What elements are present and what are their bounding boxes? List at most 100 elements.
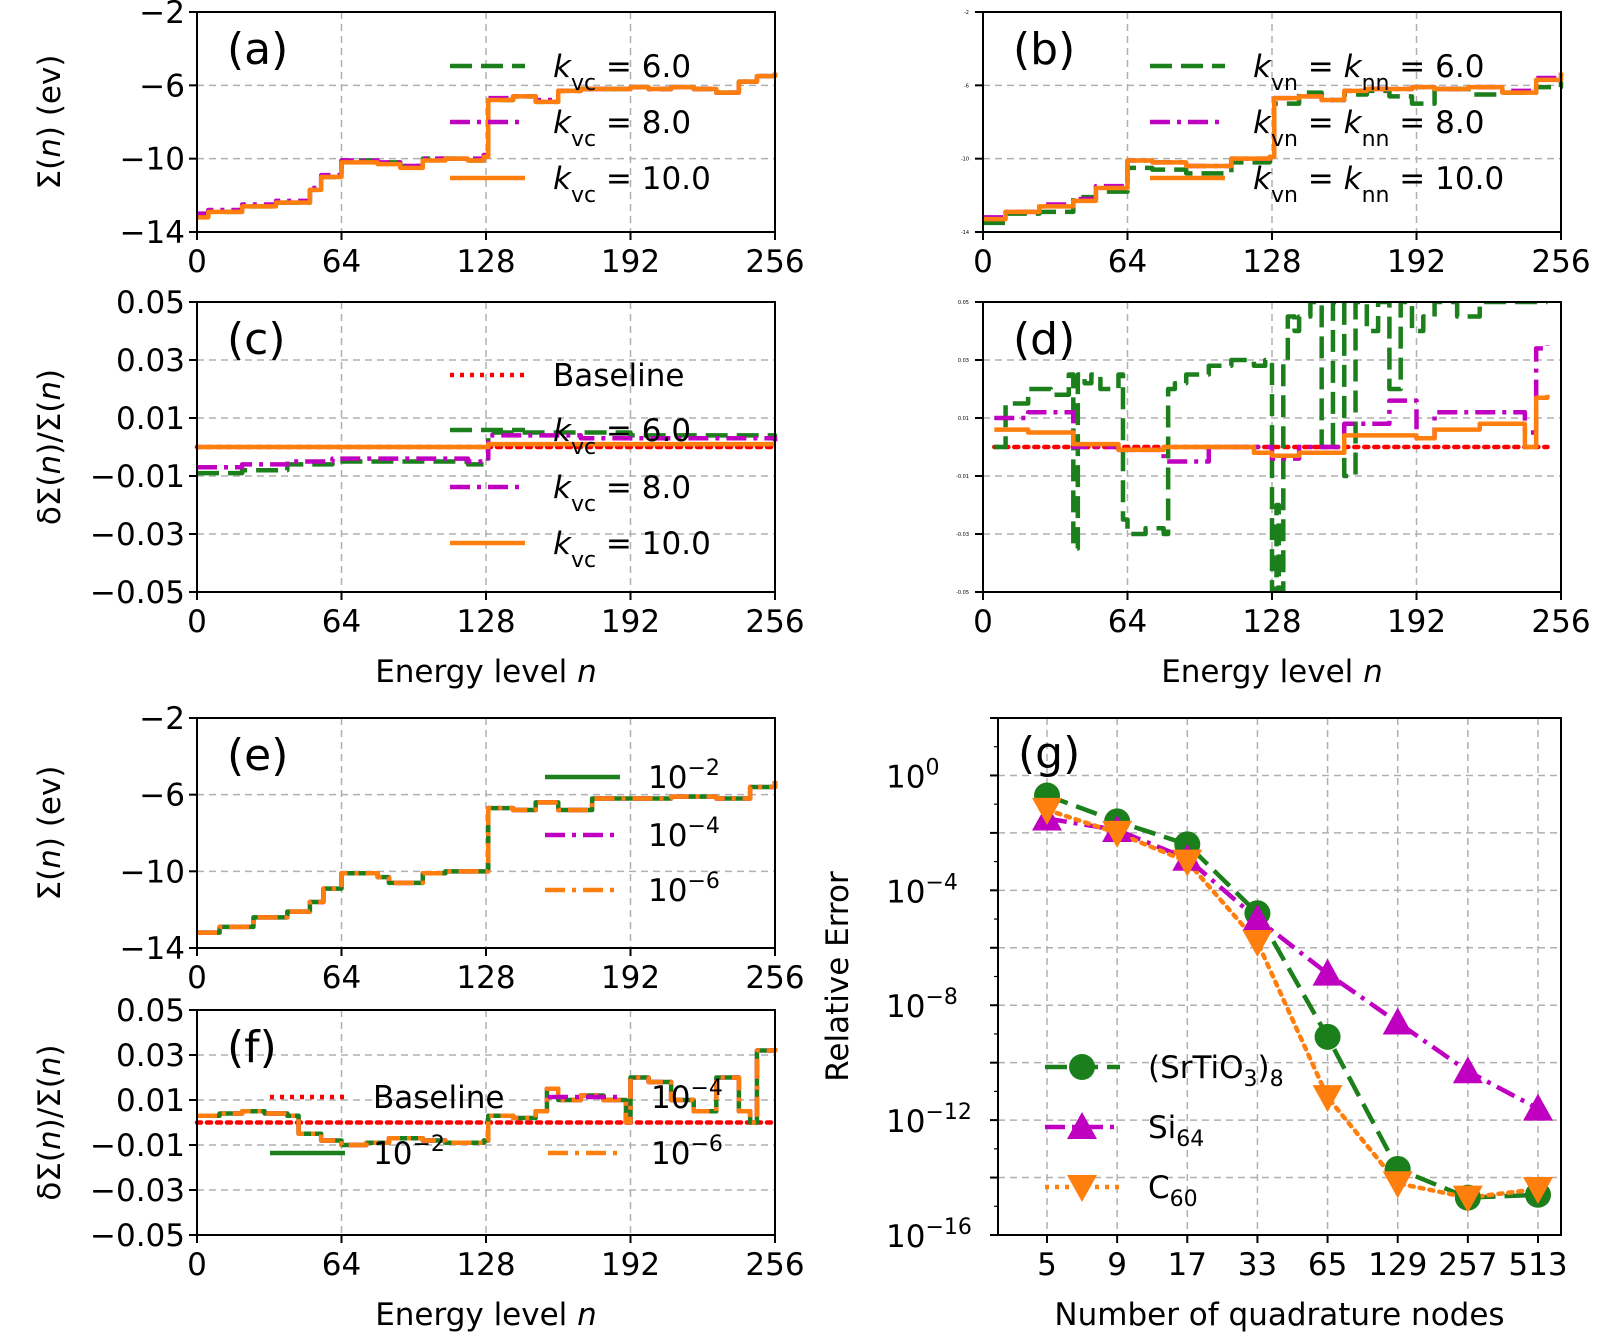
x-axis-label: Energy level n <box>375 654 597 690</box>
x-tick-label: 65 <box>1308 1247 1347 1283</box>
series-d-1 <box>994 302 1548 592</box>
x-tick-label: 129 <box>1368 1247 1427 1283</box>
y-tick-label: −0.01 <box>90 459 185 495</box>
series-f-3 <box>197 1048 778 1148</box>
y-tick-label: 0.05 <box>958 300 969 306</box>
series-g-2 <box>1044 807 1541 1200</box>
x-axis-label: Number of quadrature nodes <box>1054 1297 1504 1333</box>
x-tick-label: 33 <box>1238 1247 1277 1283</box>
legend-a-1: kvc = 8.0 <box>553 105 691 152</box>
marker-g-1 <box>1382 1007 1413 1035</box>
panel-g: 5 9 17 33 65 129 257 513 100 10−4 10−8 10−12 10−16 (g… <box>820 717 1568 1333</box>
series-a-2 <box>197 72 778 220</box>
y-axis-label: Σ(n) (ev) <box>32 766 68 901</box>
y-tick-label: -14 <box>961 230 969 236</box>
y-tick-label: 0.01 <box>116 1083 185 1119</box>
x-tick-label: 256 <box>745 1247 804 1283</box>
y-tick-label: 0.01 <box>116 401 185 437</box>
series-d-3 <box>994 394 1550 458</box>
x-tick-label: 128 <box>456 960 515 996</box>
panel-a: 0 64 128 192 256 −14 −10 −6 −2 (a) Σ(n) (ev) kvc = … <box>32 0 805 280</box>
marker-g-2 <box>1032 797 1062 825</box>
x-tick-label: 192 <box>601 604 660 640</box>
y-tick-label: −0.01 <box>90 1128 185 1164</box>
panel-label: (f) <box>227 1022 277 1073</box>
y-tick-label: 0.05 <box>116 285 185 321</box>
marker-g-2 <box>1172 849 1203 877</box>
legend-f-2: 10−4 <box>651 1076 723 1116</box>
marker-g-2 <box>1102 820 1133 848</box>
x-tick-label: 128 <box>1242 244 1301 280</box>
x-tick-label: 128 <box>456 604 515 640</box>
legend-e-1: 10−4 <box>648 814 720 854</box>
y-tick-label: −2 <box>139 0 185 31</box>
series-g-0 <box>1046 793 1539 1200</box>
panel-label: (c) <box>227 314 286 365</box>
x-tick-label: 257 <box>1438 1247 1497 1283</box>
y-tick-label: −6 <box>139 68 185 104</box>
x-tick-label: 192 <box>1387 604 1446 640</box>
y-tick-label: 0.03 <box>116 343 185 379</box>
y-tick-label: 100 <box>886 755 939 795</box>
x-tick-label: 0 <box>973 604 993 640</box>
x-tick-label: 192 <box>601 244 660 280</box>
panel-label: (d) <box>1013 314 1075 365</box>
x-tick-label: 64 <box>322 960 361 996</box>
y-tick-label: -2 <box>964 10 969 16</box>
y-tick-label: −10 <box>120 854 185 890</box>
x-axis-label: Energy level n <box>375 1297 597 1333</box>
y-tick-label: −14 <box>120 215 185 251</box>
x-axis-label: Energy level n <box>1161 654 1383 690</box>
y-tick-label: -0.05 <box>956 590 969 596</box>
marker-g-1 <box>1523 1093 1553 1121</box>
y-tick-label: 0.03 <box>116 1038 185 1074</box>
y-tick-label: 10−12 <box>886 1100 972 1140</box>
legend-f-0: Baseline <box>373 1080 504 1116</box>
legend-c-3: kvc = 10.0 <box>553 526 711 573</box>
x-tick-label: 5 <box>1037 1247 1057 1283</box>
series-b-2 <box>983 72 1564 222</box>
y-tick-label: -0.03 <box>956 532 969 538</box>
y-tick-label: −2 <box>139 701 185 737</box>
x-tick-label: 0 <box>187 1247 207 1283</box>
legend-f-3: 10−6 <box>651 1132 723 1172</box>
panel-b: 0 64 128 192 256 -14 -10 -6 -2 (b) kvn = knn = 6.0… <box>961 10 1591 280</box>
x-tick-label: 192 <box>1387 244 1446 280</box>
x-tick-label: 513 <box>1508 1247 1567 1283</box>
panel-d: 0 64 128 192 256 -0.05 -0.03 -0.01 0.01 0.03 0.05 (… <box>956 300 1591 690</box>
y-tick-label: 0.01 <box>958 416 969 422</box>
marker-g-2 <box>1523 1177 1553 1205</box>
y-tick-label: -6 <box>964 83 969 89</box>
marker-g-2 <box>1312 1085 1343 1113</box>
x-tick-label: 256 <box>745 960 804 996</box>
y-tick-label: −0.03 <box>90 517 185 553</box>
panel-c: 0 64 128 192 256 −0.05 −0.03 −0.01 0.01 0.03 0.05 (… <box>32 285 805 690</box>
marker-g-0 <box>1314 1023 1341 1050</box>
legend-e-2: 10−6 <box>648 869 720 909</box>
panel-f: 0 64 128 192 256 −0.05 −0.03 −0.01 0.01 0.03 0.05 (… <box>32 993 805 1333</box>
legend-c-0: Baseline <box>553 358 684 394</box>
axes-frame <box>997 717 1562 1236</box>
legend-g-1: Si64 <box>1148 1110 1204 1152</box>
legend-b-1: kvn = knn = 8.0 <box>1253 105 1484 152</box>
legend-e-0: 10−2 <box>648 756 720 796</box>
panel-label: (b) <box>1013 24 1075 75</box>
legend-f-1: 10−2 <box>373 1132 445 1172</box>
y-tick-label: 10−8 <box>886 985 958 1025</box>
legend-g-0-marker <box>1069 1054 1095 1080</box>
x-tick-label: 64 <box>322 604 361 640</box>
panel-label: (a) <box>227 24 288 75</box>
x-tick-label: 256 <box>745 604 804 640</box>
x-tick-label: 256 <box>1531 604 1590 640</box>
marker-g-2 <box>1242 930 1273 958</box>
marker-g-1 <box>1242 904 1273 932</box>
x-tick-label: 0 <box>187 960 207 996</box>
x-tick-label: 128 <box>1242 604 1301 640</box>
y-tick-label: 10−4 <box>886 870 958 910</box>
y-axis-label: δΣ(n)/Σ(n) <box>32 369 68 525</box>
x-tick-label: 64 <box>1108 244 1147 280</box>
marker-g-1 <box>1312 958 1343 986</box>
y-axis-label: Σ(n) (ev) <box>32 55 68 190</box>
y-tick-label: −6 <box>139 778 185 814</box>
